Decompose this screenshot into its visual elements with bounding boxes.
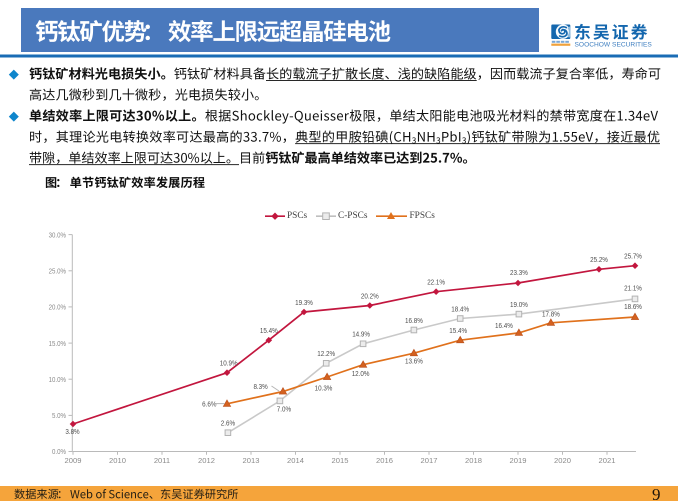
svg-text:2020: 2020: [554, 456, 571, 465]
svg-text:2012: 2012: [198, 456, 215, 465]
svg-text:17.8%: 17.8%: [542, 310, 560, 319]
svg-text:2017: 2017: [421, 456, 438, 465]
svg-text:13.6%: 13.6%: [405, 357, 423, 366]
svg-text:30.0%: 30.0%: [49, 230, 67, 239]
svg-text:23.3%: 23.3%: [510, 268, 528, 277]
svg-text:10.3%: 10.3%: [315, 384, 333, 393]
svg-text:C-PSCs: C-PSCs: [338, 211, 368, 221]
svg-text:7.0%: 7.0%: [277, 404, 292, 413]
svg-text:12.2%: 12.2%: [317, 349, 335, 358]
svg-text:15.4%: 15.4%: [260, 326, 278, 335]
svg-text:2021: 2021: [599, 456, 616, 465]
svg-text:5.0%: 5.0%: [52, 411, 66, 420]
svg-text:15.0%: 15.0%: [49, 339, 67, 348]
svg-text:2014: 2014: [287, 456, 304, 465]
svg-text:25.2%: 25.2%: [590, 255, 608, 264]
svg-text:2015: 2015: [332, 456, 349, 465]
svg-text:12.0%: 12.0%: [352, 369, 370, 378]
svg-text:0.0%: 0.0%: [52, 447, 66, 456]
svg-text:16.4%: 16.4%: [495, 321, 513, 330]
svg-text:2010: 2010: [109, 456, 126, 465]
svg-text:20.2%: 20.2%: [361, 291, 379, 300]
svg-text:FPSCs: FPSCs: [410, 211, 436, 221]
svg-text:16.8%: 16.8%: [405, 316, 423, 325]
svg-text:25.7%: 25.7%: [624, 252, 642, 261]
svg-text:25.0%: 25.0%: [49, 266, 67, 275]
svg-text:10.0%: 10.0%: [49, 375, 67, 384]
svg-text:2016: 2016: [376, 456, 393, 465]
svg-text:18.4%: 18.4%: [451, 304, 469, 313]
svg-text:10.9%: 10.9%: [220, 359, 238, 368]
svg-text:8.3%: 8.3%: [253, 382, 268, 391]
svg-text:18.6%: 18.6%: [624, 302, 642, 311]
svg-text:3.8%: 3.8%: [65, 427, 80, 436]
svg-text:14.9%: 14.9%: [352, 330, 370, 339]
svg-text:2009: 2009: [65, 456, 82, 465]
svg-text:15.4%: 15.4%: [449, 326, 467, 335]
svg-text:21.1%: 21.1%: [624, 284, 642, 293]
svg-text:2019: 2019: [510, 456, 527, 465]
svg-text:PSCs: PSCs: [287, 211, 308, 221]
svg-text:9: 9: [652, 485, 661, 501]
svg-text:22.1%: 22.1%: [427, 278, 445, 287]
svg-text:19.0%: 19.0%: [510, 300, 528, 309]
svg-text:20.0%: 20.0%: [49, 303, 67, 312]
svg-text:2.6%: 2.6%: [221, 419, 236, 428]
svg-text:6.6%: 6.6%: [202, 400, 217, 409]
svg-text:SOOCHOW SECURITIES: SOOCHOW SECURITIES: [575, 41, 653, 48]
svg-text:2013: 2013: [243, 456, 260, 465]
svg-text:2011: 2011: [154, 456, 170, 465]
svg-text:19.3%: 19.3%: [295, 298, 313, 307]
svg-text:2018: 2018: [465, 456, 482, 465]
